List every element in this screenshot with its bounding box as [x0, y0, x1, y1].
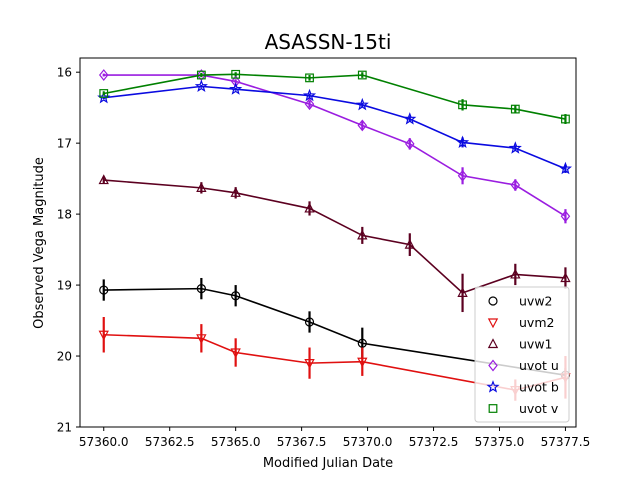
series-uvot-v [99, 69, 570, 124]
series-uvot-b [97, 79, 573, 175]
data-point [357, 357, 368, 368]
data-point [196, 182, 207, 192]
series-line [103, 179, 566, 294]
x-tick-label: 57362.5 [145, 435, 195, 449]
data-point [196, 334, 207, 345]
data-point [510, 268, 521, 279]
data-point [357, 119, 368, 132]
data-point [357, 338, 367, 348]
data-point [196, 70, 206, 80]
x-tick-label: 57370.0 [343, 435, 393, 449]
legend-marker [486, 380, 500, 393]
data-point [403, 112, 417, 125]
plot-frame [79, 57, 577, 428]
y-tick-label: 20 [57, 350, 72, 364]
data-point [458, 100, 467, 110]
data-point [561, 114, 570, 124]
legend: uvw2 uvm2 uvw1 uvot u uvot b uvot v [474, 286, 570, 423]
data-point [99, 285, 109, 295]
legend-label: uvot u [519, 358, 559, 373]
y-tick-label: 18 [57, 208, 72, 222]
series-line [103, 85, 566, 170]
legend-label: uvw2 [519, 294, 553, 309]
x-tick-label: 57367.5 [277, 435, 327, 449]
series-uvw1 [98, 174, 571, 313]
series-uvot-u [98, 69, 571, 224]
legend-marker [487, 338, 499, 349]
x-tick-label: 57375.0 [475, 435, 525, 449]
legend-item: uvot b [486, 380, 559, 395]
series-line [103, 73, 566, 120]
data-point [357, 229, 368, 240]
data-point [194, 79, 208, 92]
data-point [229, 82, 243, 95]
legend-marker [488, 359, 498, 372]
data-point [510, 104, 520, 114]
data-point [304, 359, 315, 369]
legend-item: uvot v [488, 401, 559, 416]
legend-item: uvw2 [488, 294, 553, 309]
data-point [304, 202, 315, 213]
data-point [230, 187, 241, 197]
data-point [560, 272, 571, 283]
data-point [510, 179, 521, 191]
data-point [457, 287, 468, 297]
legend-label: uvm2 [519, 315, 554, 330]
x-tick-label: 57372.5 [409, 435, 459, 449]
data-point [404, 238, 415, 249]
data-point [405, 137, 415, 150]
y-axis: 16 17 18 19 20 21 [57, 66, 80, 435]
data-point [230, 348, 241, 359]
data-point [98, 330, 109, 341]
data-point [196, 284, 206, 294]
data-point [98, 69, 109, 81]
data-point [455, 135, 470, 149]
legend-item: uvw1 [487, 337, 553, 352]
data-point [508, 141, 522, 154]
y-tick-label: 17 [57, 137, 72, 151]
legend-marker [488, 296, 498, 306]
x-axis-label: Modified Julian Date [263, 456, 393, 471]
x-axis: 57360.0 57362.5 57365.0 57367.5 57370.0 57372… [79, 427, 590, 449]
x-tick-label: 57365.0 [211, 435, 261, 449]
legend-marker [487, 318, 499, 329]
data-point [355, 97, 369, 111]
data-point [558, 161, 573, 175]
legend-marker [488, 404, 498, 413]
data-point [230, 75, 241, 88]
y-tick-label: 21 [57, 421, 72, 435]
plot-area [97, 69, 573, 401]
data-point [302, 88, 317, 102]
data-point [304, 98, 315, 111]
legend-box [474, 286, 570, 423]
legend-item: uvm2 [487, 315, 554, 330]
data-point [304, 317, 315, 327]
legend-label: uvw1 [519, 337, 553, 352]
data-point [231, 69, 241, 79]
data-point [357, 70, 367, 80]
legend-label: uvot b [519, 380, 559, 395]
data-point [99, 89, 109, 98]
x-tick-label: 57377.5 [541, 435, 591, 449]
data-point [98, 174, 109, 185]
data-point [231, 291, 241, 301]
data-point [560, 210, 571, 223]
y-tick-label: 19 [57, 279, 72, 293]
y-axis-label: Observed Vega Magnitude [32, 157, 47, 329]
legend-item: uvot u [488, 358, 559, 373]
x-tick-label: 57360.0 [79, 435, 129, 449]
series-line [103, 287, 566, 376]
legend-label: uvot v [519, 401, 559, 416]
chart-title: ASASSN-15ti [265, 30, 392, 54]
data-point [457, 169, 468, 182]
y-tick-label: 16 [57, 66, 72, 80]
data-point [305, 73, 314, 83]
